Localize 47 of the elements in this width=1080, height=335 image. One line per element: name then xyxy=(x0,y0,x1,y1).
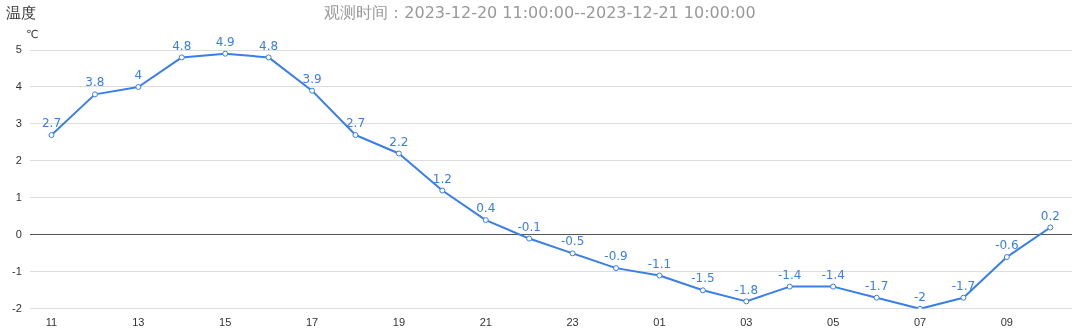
x-tick-label: 17 xyxy=(305,316,319,329)
x-tick-label: 07 xyxy=(913,316,927,329)
x-tick-label: 13 xyxy=(132,316,145,329)
y-tick-label: 5 xyxy=(15,43,22,56)
data-label: 3.8 xyxy=(85,75,105,90)
data-label: 2.2 xyxy=(389,134,409,149)
data-label: 3.9 xyxy=(302,71,322,86)
data-label: 4.8 xyxy=(259,38,279,53)
data-label: -1.7 xyxy=(864,278,889,293)
chart-title: 温度 xyxy=(6,4,36,23)
data-label: 4.8 xyxy=(172,38,192,53)
data-label: -1.1 xyxy=(647,256,672,271)
y-tick-label: -1 xyxy=(12,264,22,277)
data-label: 2.7 xyxy=(41,116,62,131)
data-label: -1.8 xyxy=(734,282,759,297)
data-label: -0.6 xyxy=(995,238,1019,253)
x-tick-label: 23 xyxy=(566,316,579,329)
data-label: -1.5 xyxy=(691,271,715,286)
data-label: 0.2 xyxy=(1040,208,1060,223)
data-label: -0.1 xyxy=(517,219,541,234)
y-axis-title: ℃ xyxy=(26,28,39,41)
y-tick-label: 4 xyxy=(15,80,22,92)
x-tick-label: 21 xyxy=(479,316,492,329)
data-label: 1.2 xyxy=(432,171,452,186)
data-label: -1.7 xyxy=(951,278,976,293)
chart-subtitle: 观测时间：2023-12-20 11:00:00--2023-12-21 10:00:00 xyxy=(324,3,756,22)
x-tick-label: 03 xyxy=(740,316,753,329)
x-tick-label: 09 xyxy=(1000,316,1013,329)
data-label: -2 xyxy=(914,289,926,304)
y-tick-label: 0 xyxy=(15,227,22,240)
y-tick-label: 2 xyxy=(15,153,22,166)
x-tick-label: 01 xyxy=(653,316,666,329)
data-label: 4 xyxy=(134,68,143,83)
x-tick-label: 19 xyxy=(392,316,406,329)
data-label: 2.7 xyxy=(345,116,366,131)
x-tick-label: 11 xyxy=(45,316,58,329)
data-label: 4.9 xyxy=(215,34,235,49)
data-label: -1.4 xyxy=(821,267,845,282)
y-tick-label: 1 xyxy=(15,190,22,203)
y-tick-label: 3 xyxy=(15,116,22,129)
y-tick-label: -2 xyxy=(12,301,22,314)
data-label: -0.9 xyxy=(604,249,628,264)
x-tick-label: 05 xyxy=(827,316,840,329)
data-label: -0.5 xyxy=(560,234,585,249)
data-label: -1.4 xyxy=(778,267,802,282)
data-label: 0.4 xyxy=(476,201,496,216)
x-tick-label: 15 xyxy=(219,316,232,329)
